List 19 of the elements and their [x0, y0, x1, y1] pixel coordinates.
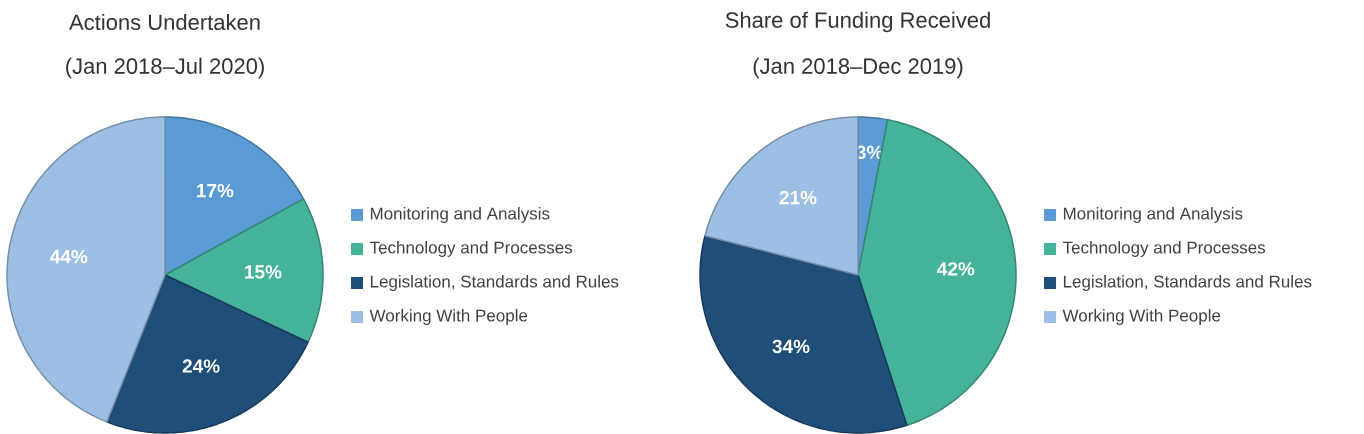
legend-label: Monitoring and Analysis	[370, 207, 550, 223]
chart-subtitle: (Jan 2018–Jul 2020)	[66, 57, 264, 79]
legend-label: Technology and Processes	[369, 241, 573, 257]
data-label: 34%	[772, 339, 810, 354]
data-label: 42%	[937, 262, 975, 276]
data-label: 21%	[779, 190, 817, 205]
legend-label: Legislation, Standards and Rules	[1063, 275, 1312, 291]
chart-title: Share of Funding Received	[725, 11, 990, 33]
chart-title: Actions Undertaken	[69, 13, 260, 31]
legend-label: Working With People	[1062, 309, 1221, 325]
data-label: 44%	[50, 249, 88, 264]
legend-label: Working With People	[369, 309, 528, 325]
data-label: 17%	[197, 183, 234, 198]
legend-label: Technology and Processes	[1062, 241, 1266, 257]
legend-label: Legislation, Standards and Rules	[370, 275, 619, 291]
legend-label: Monitoring and Analysis	[1063, 207, 1243, 223]
data-label: 15%	[245, 265, 282, 279]
data-label: 24%	[182, 359, 220, 373]
chart-subtitle: (Jan 2018–Dec 2019)	[753, 57, 963, 79]
